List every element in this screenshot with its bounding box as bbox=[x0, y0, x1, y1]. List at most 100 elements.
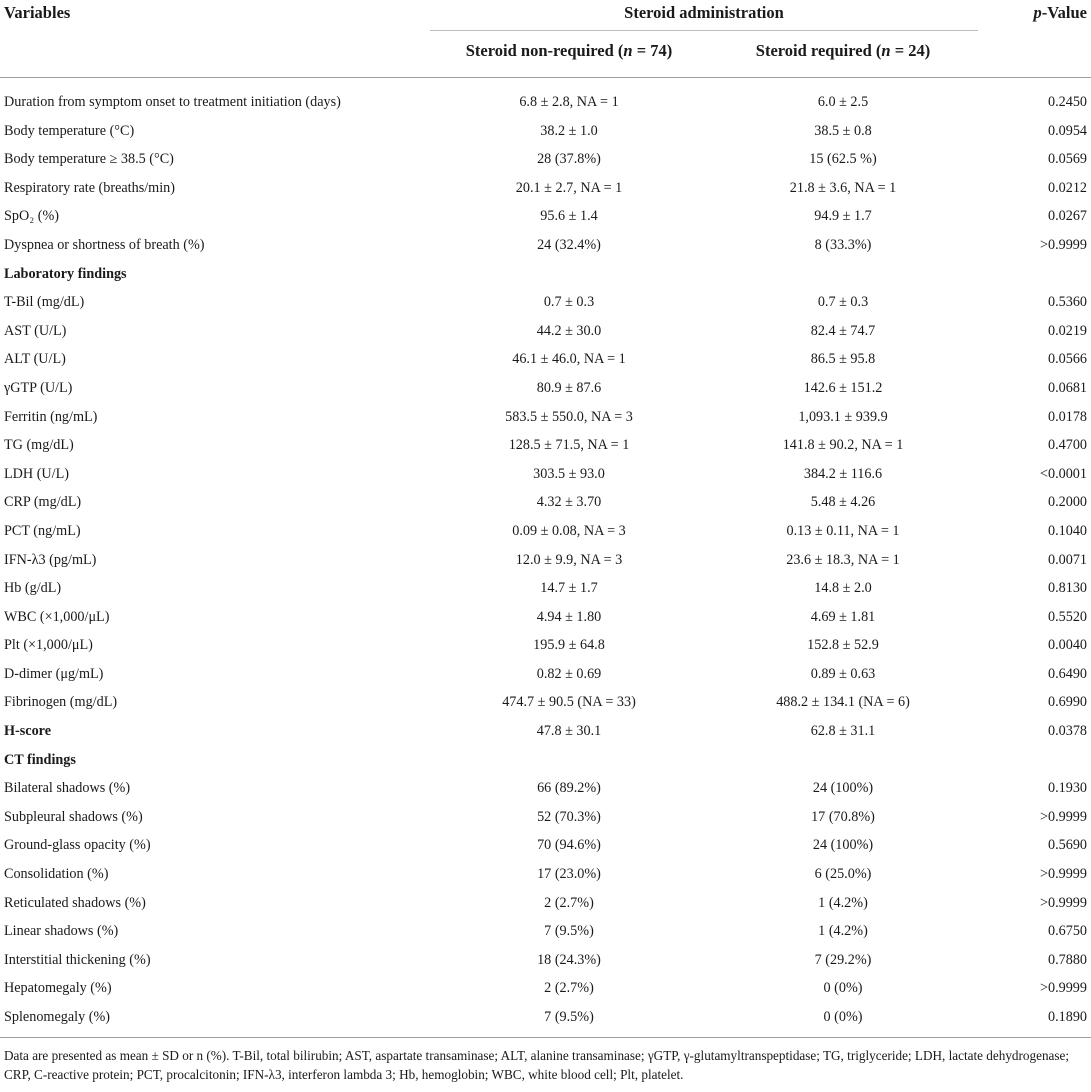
required-value: 1 (4.2%) bbox=[818, 923, 868, 940]
required-value: 15 (62.5 %) bbox=[809, 151, 877, 168]
required-value: 1 (4.2%) bbox=[818, 894, 868, 911]
row-label: CT findings bbox=[4, 751, 76, 768]
required-value: 5.48 ± 4.26 bbox=[810, 494, 876, 511]
table-row: Plt (×1,000/μL) 195.9 ± 64.8 152.8 ± 52.9 0… bbox=[0, 631, 1091, 660]
p-value: 0.2000 bbox=[1047, 494, 1087, 511]
p-value: 0.0219 bbox=[1047, 322, 1087, 339]
section-row: CT findings bbox=[0, 746, 1091, 775]
row-label: TG (mg/dL) bbox=[4, 437, 74, 454]
required-value: 82.4 ± 74.7 bbox=[810, 322, 876, 339]
non-required-value: 24 (32.4%) bbox=[537, 236, 601, 253]
p-value: 0.6990 bbox=[1047, 694, 1087, 711]
non-required-value: 20.1 ± 2.7, NA = 1 bbox=[515, 179, 623, 196]
p-value: 0.0071 bbox=[1047, 551, 1087, 568]
table-row: D-dimer (μg/mL) 0.82 ± 0.69 0.89 ± 0.63 0.6… bbox=[0, 660, 1091, 689]
required-value: 62.8 ± 31.1 bbox=[810, 723, 876, 740]
row-label: D-dimer (μg/mL) bbox=[4, 665, 104, 682]
required-value: 0.13 ± 0.11, NA = 1 bbox=[786, 522, 900, 539]
row-label: γGTP (U/L) bbox=[4, 379, 73, 396]
non-required-value: 6.8 ± 2.8, NA = 1 bbox=[519, 94, 619, 110]
non-required-value: 80.9 ± 87.6 bbox=[536, 379, 602, 396]
required-value: 86.5 ± 95.8 bbox=[810, 351, 876, 368]
p-value-header: p-Value bbox=[1034, 3, 1087, 23]
non-required-value: 46.1 ± 46.0, NA = 1 bbox=[512, 351, 626, 368]
section-row: Laboratory findings bbox=[0, 260, 1091, 289]
required-value: 7 (29.2%) bbox=[814, 951, 872, 968]
row-label: Body temperature (°C) bbox=[4, 122, 135, 139]
steroid-non-required-header: Steroid non-required (n = 74) bbox=[465, 41, 673, 60]
non-required-value: 0.82 ± 0.69 bbox=[536, 665, 602, 682]
non-required-value: 14.7 ± 1.7 bbox=[540, 580, 598, 597]
p-value: 0.1040 bbox=[1047, 522, 1087, 539]
required-value: 24 (100%) bbox=[812, 780, 874, 797]
row-label: LDH (U/L) bbox=[4, 465, 70, 482]
p-value-header-italic: p bbox=[1033, 3, 1042, 22]
p-value: 0.5360 bbox=[1047, 294, 1087, 311]
row-label: PCT (ng/mL) bbox=[4, 522, 81, 539]
p-value: >0.9999 bbox=[1039, 236, 1087, 253]
steroid-administration-header: Steroid administration bbox=[624, 3, 784, 22]
table-row: Fibrinogen (mg/dL) 474.7 ± 90.5 (NA = 33)… bbox=[0, 688, 1091, 717]
required-value: 141.8 ± 90.2, NA = 1 bbox=[782, 437, 904, 454]
section-row: H-score 47.8 ± 30.1 62.8 ± 31.1 0.0378 bbox=[0, 717, 1091, 746]
required-value: 23.6 ± 18.3, NA = 1 bbox=[786, 551, 900, 568]
row-label: Dyspnea or shortness of breath (%) bbox=[4, 236, 205, 253]
group-header-rule bbox=[430, 30, 978, 31]
non-required-value: 583.5 ± 550.0, NA = 3 bbox=[505, 408, 633, 425]
row-label: Ferritin (ng/mL) bbox=[4, 408, 98, 425]
table-row: Reticulated shadows (%) 2 (2.7%) 1 (4.2%) >… bbox=[0, 889, 1091, 918]
p-value: 0.0954 bbox=[1047, 122, 1087, 139]
table-row: Body temperature ≥ 38.5 (°C) 28 (37.8%) 15… bbox=[0, 145, 1091, 174]
table-row: LDH (U/L) 303.5 ± 93.0 384.2 ± 116.6 <0.000… bbox=[0, 460, 1091, 489]
table-row: Dyspnea or shortness of breath (%) 24 (32… bbox=[0, 231, 1091, 260]
non-required-value: 303.5 ± 93.0 bbox=[533, 465, 605, 482]
table-row: AST (U/L) 44.2 ± 30.0 82.4 ± 74.7 0.0219 bbox=[0, 317, 1091, 346]
p-value: 0.6490 bbox=[1047, 665, 1087, 682]
row-label: Respiratory rate (breaths/min) bbox=[4, 179, 175, 196]
non-required-value: 95.6 ± 1.4 bbox=[540, 208, 598, 225]
required-value: 488.2 ± 134.1 (NA = 6) bbox=[776, 694, 910, 711]
variables-header: Variables bbox=[4, 3, 71, 22]
table-body: Duration from symptom onset to treatment… bbox=[0, 88, 1091, 1032]
table-row: Interstitial thickening (%) 18 (24.3%) 7 (… bbox=[0, 946, 1091, 975]
row-label: Linear shadows (%) bbox=[4, 923, 119, 940]
required-value: 384.2 ± 116.6 bbox=[803, 465, 883, 482]
required-value: 1,093.1 ± 939.9 bbox=[798, 408, 888, 425]
row-label: Bilateral shadows (%) bbox=[4, 780, 131, 797]
required-value: 0.89 ± 0.63 bbox=[810, 665, 876, 682]
required-value: 24 (100%) bbox=[812, 837, 874, 854]
required-value: 17 (70.8%) bbox=[811, 808, 875, 825]
non-required-value: 18 (24.3%) bbox=[537, 951, 601, 968]
required-value: 6 (25.0%) bbox=[814, 866, 872, 883]
row-label: Hb (g/dL) bbox=[4, 580, 62, 597]
p-value: 0.0267 bbox=[1047, 208, 1087, 225]
non-required-value: 12.0 ± 9.9, NA = 3 bbox=[515, 551, 623, 568]
non-required-value: 28 (37.8%) bbox=[537, 151, 601, 168]
p-value: 0.8130 bbox=[1047, 580, 1087, 597]
non-required-value: 52 (70.3%) bbox=[537, 808, 601, 825]
p-value: 0.5690 bbox=[1047, 837, 1087, 854]
p-value: 0.0569 bbox=[1047, 151, 1087, 168]
row-label: Fibrinogen (mg/dL) bbox=[4, 694, 118, 711]
non-required-value: 2 (2.7%) bbox=[544, 894, 594, 911]
required-value: 14.8 ± 2.0 bbox=[814, 580, 872, 597]
required-value: 152.8 ± 52.9 bbox=[807, 637, 879, 654]
row-label: Body temperature ≥ 38.5 (°C) bbox=[4, 151, 174, 168]
table-row: Duration from symptom onset to treatment… bbox=[0, 88, 1091, 117]
p-value: 0.0040 bbox=[1047, 637, 1087, 654]
non-required-value: 2 (2.7%) bbox=[544, 980, 594, 997]
row-label: Duration from symptom onset to treatment… bbox=[4, 94, 341, 110]
p-value: 0.0378 bbox=[1047, 723, 1087, 740]
table-row: Respiratory rate (breaths/min) 20.1 ± 2.7… bbox=[0, 174, 1091, 203]
table-row: T-Bil (mg/dL) 0.7 ± 0.3 0.7 ± 0.3 0.5360 bbox=[0, 288, 1091, 317]
table-row: Body temperature (°C) 38.2 ± 1.0 38.5 ± 0.… bbox=[0, 117, 1091, 146]
required-value: 6.0 ± 2.5 bbox=[817, 94, 869, 110]
table-row: Ferritin (ng/mL) 583.5 ± 550.0, NA = 3 1,0… bbox=[0, 403, 1091, 432]
steroid-required-header: Steroid required (n = 24) bbox=[755, 41, 931, 60]
table-row: Bilateral shadows (%) 66 (89.2%) 24 (100%)… bbox=[0, 774, 1091, 803]
non-required-value: 44.2 ± 30.0 bbox=[536, 322, 602, 339]
row-label: Laboratory findings bbox=[4, 265, 127, 282]
row-label: AST (U/L) bbox=[4, 322, 67, 339]
non-required-value: 7 (9.5%) bbox=[544, 1009, 594, 1025]
non-required-value: 128.5 ± 71.5, NA = 1 bbox=[508, 437, 630, 454]
